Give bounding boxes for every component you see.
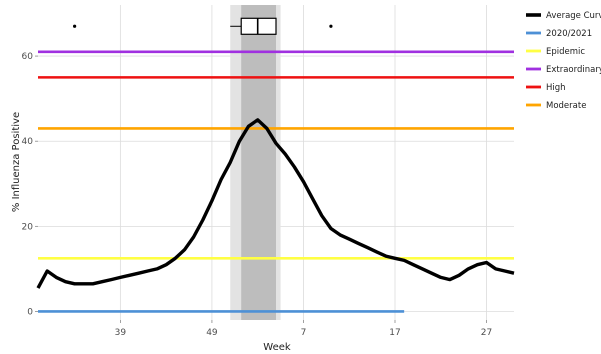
y-tick-label: 20 [22, 222, 34, 232]
y-tick-label: 40 [22, 137, 34, 147]
legend-item: Epidemic [526, 47, 585, 57]
legend-label: High [546, 83, 566, 93]
legend-item: Average Curve [526, 11, 601, 21]
threshold-lines [38, 50, 514, 313]
x-tick-label: 7 [301, 328, 307, 338]
legend-item: High [526, 83, 566, 93]
x-axis-ticks: 39 49 7 17 27 [115, 320, 492, 338]
boxplot-outlier [73, 24, 77, 28]
x-tick-label: 27 [481, 328, 492, 338]
x-axis-label: Week [263, 342, 291, 353]
y-tick-label: 0 [27, 307, 33, 317]
y-axis-label: % Influenza Positive [11, 112, 22, 212]
peak-boxplot [73, 17, 333, 35]
y-axis-ticks: 0 20 40 60 [22, 52, 38, 317]
legend-item: Moderate [526, 101, 586, 111]
boxplot-box [240, 17, 277, 35]
average-curve-line [36, 118, 515, 289]
peak-band-inner [241, 5, 276, 320]
legend-item: Extraordinary [526, 65, 601, 75]
boxplot-outlier [329, 24, 333, 28]
legend-label: Extraordinary [546, 65, 601, 75]
average-curve-layer [36, 118, 515, 289]
x-tick-label: 17 [389, 328, 400, 338]
y-tick-label: 60 [22, 52, 34, 62]
peak-band [230, 5, 281, 320]
x-tick-label: 49 [206, 328, 218, 338]
legend-label: Epidemic [546, 47, 585, 57]
legend-item: 2020/2021 [526, 29, 592, 39]
legend: Average Curve 2020/2021 Epidemic Extraordin… [526, 11, 601, 111]
legend-label: Average Curve [546, 11, 601, 21]
legend-label: Moderate [546, 101, 586, 111]
legend-label: 2020/2021 [546, 29, 592, 39]
x-tick-label: 39 [115, 328, 127, 338]
